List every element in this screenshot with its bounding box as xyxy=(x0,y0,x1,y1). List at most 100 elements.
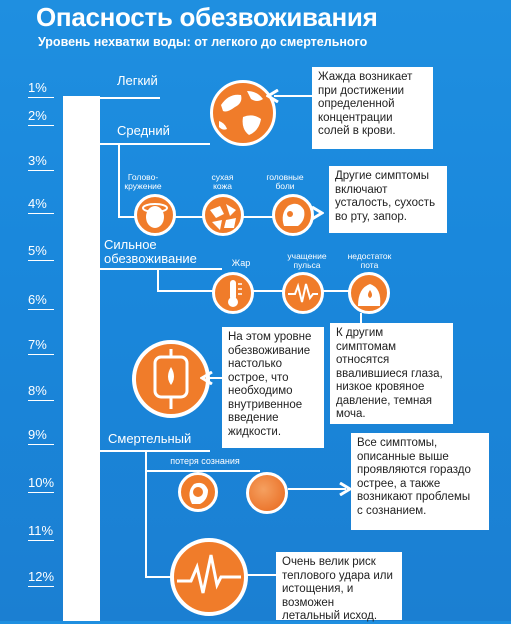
level-line xyxy=(145,576,173,578)
percent-label: 7% xyxy=(28,337,54,355)
percent-label: 8% xyxy=(28,383,54,401)
note-line: низкое кровяное xyxy=(336,381,425,393)
note-line: концентрации xyxy=(318,111,393,124)
level-moderate-label: Средний xyxy=(117,123,170,138)
label-line: пульса xyxy=(293,260,321,270)
percent-label: 6% xyxy=(28,292,54,310)
label-line: Голово- xyxy=(127,172,159,182)
note-line: ввалившиеся глаза, xyxy=(336,367,443,380)
note-line: жидкости. xyxy=(228,425,282,438)
note-line: возникают проблемы xyxy=(357,491,471,503)
label-line: боли xyxy=(275,181,295,191)
note-line: Все симптомы, xyxy=(357,437,438,449)
label-line: Сильное xyxy=(104,237,157,252)
note-line: теплового удара или xyxy=(282,569,393,582)
note-line: описанные выше xyxy=(357,450,449,463)
note-line: К другим xyxy=(336,327,384,339)
symptom-fever-label: Жар xyxy=(231,258,251,268)
symptom-dizziness-label: Голово-кружение xyxy=(118,173,168,191)
note-line: включают xyxy=(335,183,388,196)
note-line: Жажда возникает xyxy=(318,71,413,83)
note-line: Другие симптомы xyxy=(335,170,430,182)
note-line: относятся xyxy=(336,354,390,366)
level-line xyxy=(157,268,159,292)
symptom-dry-skin-label: сухая кожа xyxy=(200,173,245,191)
note-line: истощения, и возможен xyxy=(282,583,354,609)
percent-label: 4% xyxy=(28,196,54,214)
level-line xyxy=(145,450,147,578)
percent-label: 3% xyxy=(28,153,54,171)
dizziness-head-icon xyxy=(134,194,176,236)
note-line: настолько xyxy=(228,358,283,370)
note-line: при достижении xyxy=(318,84,405,97)
arrow-line xyxy=(288,488,346,490)
label-line: пота xyxy=(360,260,379,270)
level-mild-label: Легкий xyxy=(117,73,158,88)
note-line: обезвоживание xyxy=(228,344,311,357)
note-line: моча. xyxy=(336,408,366,420)
level-lethal-label: Смертельный xyxy=(108,431,192,446)
symptom-pulse-label: учащение пульса xyxy=(282,252,332,270)
dehydration-scale-bar xyxy=(63,96,100,621)
arrow-head-icon xyxy=(339,482,352,496)
note-line: введение xyxy=(228,412,279,424)
note-all-symptoms: Все симптомы, описанные выше проявляются… xyxy=(351,433,489,530)
label-line: обезвоживание xyxy=(104,251,197,266)
unconscious-head-icon xyxy=(178,472,218,512)
level-line xyxy=(157,290,367,292)
label-line: недостаток xyxy=(347,251,392,261)
percent-label: 5% xyxy=(28,243,54,261)
note-line: солей в крови. xyxy=(318,125,396,137)
pulse-icon xyxy=(282,272,324,314)
label-line: сухая xyxy=(211,172,234,182)
page-subtitle: Уровень нехватки воды: от легкого до сме… xyxy=(38,35,368,49)
level-line xyxy=(100,268,222,270)
percent-label: 12% xyxy=(28,569,55,587)
note-extra-symptoms: К другим симптомам относятся ввалившиеся… xyxy=(330,323,453,424)
level-severe-label: Сильное обезвоживание xyxy=(104,238,197,266)
arrow-line xyxy=(360,313,362,325)
arrow-head-icon xyxy=(311,206,324,220)
iv-bag-icon xyxy=(132,340,210,418)
note-other-symptoms: Другие симптомы включают усталость, сухо… xyxy=(329,166,447,233)
sweat-drop-icon xyxy=(348,272,390,314)
symptom-unconscious-label: потеря сознания xyxy=(170,456,240,466)
note-iv: На этом уровне обезвоживание настолько о… xyxy=(222,327,324,448)
level-line xyxy=(100,97,160,99)
note-line: усталость, сухость xyxy=(335,197,436,209)
label-line: кружение xyxy=(124,181,162,191)
thirst-globe-icon xyxy=(210,80,276,146)
arrow-head-icon xyxy=(200,371,213,385)
note-line: проявляются гораздо xyxy=(357,464,471,476)
note-risk: Очень велик риск теплового удара или ист… xyxy=(276,552,402,622)
page-title: Опасность обезвоживания xyxy=(36,2,378,32)
note-line: определенной xyxy=(318,98,395,110)
percent-label: 11% xyxy=(28,523,55,541)
arrow-line xyxy=(208,377,228,379)
label-line: кожа xyxy=(213,181,232,191)
headache-icon xyxy=(272,194,314,236)
note-line: необходимо xyxy=(228,385,293,397)
arrow-line xyxy=(274,95,314,97)
note-line: На этом уровне xyxy=(228,331,312,343)
arrow-line xyxy=(246,574,276,576)
dry-skin-icon xyxy=(202,194,244,236)
level-line xyxy=(145,470,260,472)
percent-label: 10% xyxy=(28,475,55,493)
unconscious-fade-icon xyxy=(246,472,288,514)
note-line: давление, темная xyxy=(336,394,433,407)
symptom-headache-label: головные боли xyxy=(260,173,310,191)
note-line: с сознанием. xyxy=(357,504,427,517)
percent-label: 2% xyxy=(28,108,54,126)
symptom-sweat-label: недостаток пота xyxy=(342,252,397,270)
arrow-head-icon xyxy=(266,89,279,103)
note-line: острое, что xyxy=(228,371,289,384)
note-line: острее, а также xyxy=(357,477,441,490)
label-line: головные xyxy=(266,172,304,182)
percent-label: 1% xyxy=(28,80,54,98)
note-line: во рту, запор. xyxy=(335,210,407,223)
note-line: летальный исход. xyxy=(282,610,378,622)
note-line: внутривенное xyxy=(228,398,303,411)
level-line xyxy=(100,143,210,145)
level-line xyxy=(100,450,210,452)
